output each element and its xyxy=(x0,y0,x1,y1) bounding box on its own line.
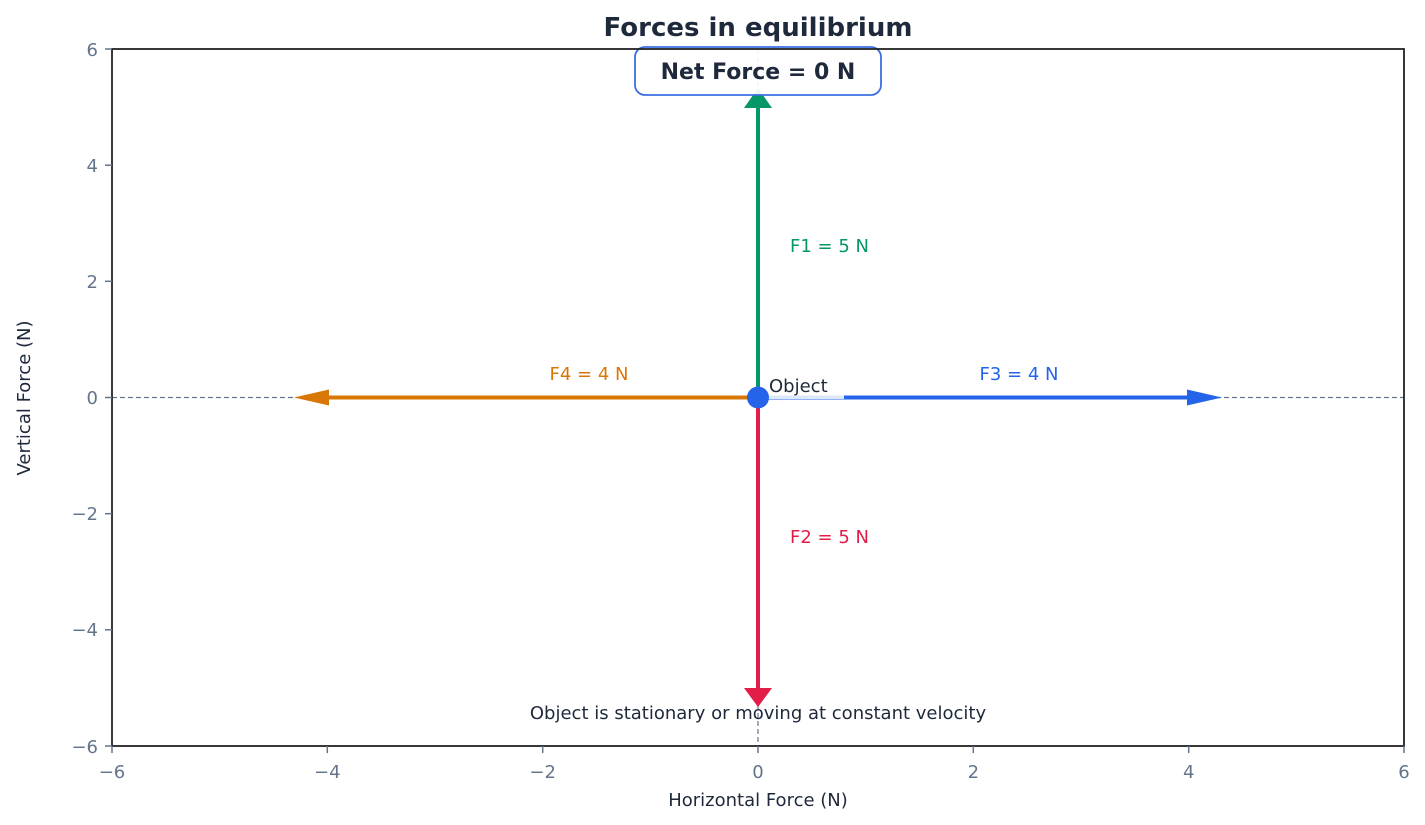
y-tick-label: 2 xyxy=(87,272,98,293)
x-tick-label: 2 xyxy=(968,762,979,783)
y-axis xyxy=(105,48,112,747)
y-tick-label: −6 xyxy=(71,737,98,758)
x-tick-label: −2 xyxy=(529,762,556,783)
net-force-label: Net Force = 0 N xyxy=(661,60,856,85)
force-vector-f4 xyxy=(294,389,758,406)
object-point xyxy=(747,386,769,409)
x-axis-label: Horizontal Force (N) xyxy=(668,790,848,811)
arrowhead-down-icon xyxy=(744,688,772,707)
chart-title: Forces in equilibrium xyxy=(604,13,913,43)
y-tick-label: 6 xyxy=(87,40,98,61)
arrowhead-right-icon xyxy=(1187,389,1222,406)
net-force-box xyxy=(634,46,882,96)
x-tick-label: 4 xyxy=(1183,762,1194,783)
f3-label: F3 = 4 N xyxy=(980,364,1059,385)
x-axis xyxy=(111,746,1405,753)
f2-label: F2 = 5 N xyxy=(790,527,869,548)
force-vector-f2 xyxy=(744,397,772,707)
x-tick-label: −4 xyxy=(314,762,341,783)
y-tick-label: 4 xyxy=(87,156,98,177)
equilibrium-caption: Object is stationary or moving at consta… xyxy=(530,703,987,724)
f1-label: F1 = 5 N xyxy=(790,236,869,257)
y-tick-label: −4 xyxy=(71,620,98,641)
x-tick-label: 6 xyxy=(1398,762,1409,783)
y-tick-label: −2 xyxy=(71,504,98,525)
f4-label: F4 = 4 N xyxy=(550,364,629,385)
object-label: Object xyxy=(769,376,828,397)
arrowhead-left-icon xyxy=(294,389,329,406)
x-tick-label: 0 xyxy=(752,762,763,783)
force-vector-f1 xyxy=(744,88,772,398)
y-tick-label: 0 xyxy=(87,388,98,409)
arrowhead-up-icon xyxy=(744,88,772,108)
y-axis-label: Vertical Force (N) xyxy=(14,320,35,475)
x-tick-label: −6 xyxy=(99,762,126,783)
